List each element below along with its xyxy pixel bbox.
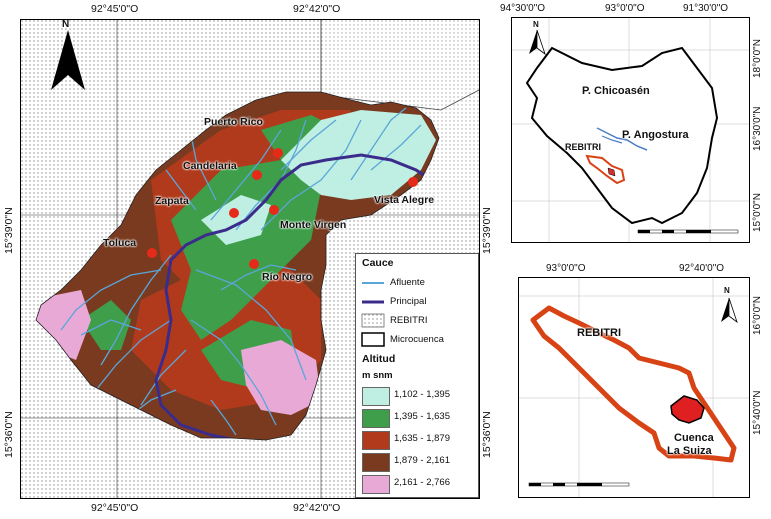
coord-right: 15°40'0"N	[752, 390, 763, 436]
label-rebitri: REBITRI	[565, 142, 601, 152]
place-label: Vista Alegre	[374, 194, 435, 206]
label-la-suiza: La Suiza	[667, 445, 712, 457]
point-candelaria	[252, 170, 262, 180]
point-vista-alegre	[408, 177, 418, 187]
place-label: Puerto Rico	[204, 116, 263, 128]
scale-bar	[637, 229, 739, 234]
legend-swatch	[362, 387, 390, 406]
label-rebitri: REBITRI	[577, 327, 621, 339]
legend-swatch	[362, 409, 390, 428]
north-label: N	[724, 286, 730, 295]
north-arrow-icon	[529, 29, 546, 56]
chiapas-outline	[525, 46, 719, 225]
point-rio-negro	[249, 259, 259, 269]
legend-altitud-title: Altitud	[362, 353, 396, 365]
scale-bar	[528, 482, 630, 487]
place-label: Zapata	[155, 195, 189, 207]
legend-class: 1,102 - 1,395	[394, 389, 450, 400]
north-label: N	[533, 20, 539, 29]
legend-swatch	[362, 453, 390, 472]
legend-class: 1,395 - 1,635	[394, 411, 450, 422]
north-arrow-icon	[51, 30, 85, 90]
coord-right: 16°0'0"N	[752, 296, 763, 335]
coord-top: 91°30'0"O	[683, 3, 729, 14]
coord-top: 92°40'0"O	[679, 263, 725, 274]
coord-top: 94°30'0"O	[500, 3, 546, 14]
legend-cauce-title: Cauce	[362, 257, 394, 269]
coord-left: 15°39'0"N	[3, 207, 15, 254]
point-toluca	[147, 248, 157, 258]
legend-principal: Principal	[390, 296, 427, 307]
legend-afluente: Afluente	[390, 277, 425, 288]
legend-swatch	[362, 475, 390, 494]
cuenca-shape	[670, 395, 705, 424]
legend-class: 1,635 - 1,879	[394, 433, 450, 444]
legend-unit: m snm	[362, 370, 393, 381]
coord-left: 15°36'0"N	[3, 411, 15, 458]
point-monte-virgen	[269, 205, 279, 215]
legend-rebitri: REBITRI	[390, 315, 428, 326]
inset-rebitri-panel: N REBITRI Cuenca La Suiza	[518, 277, 750, 498]
place-label: Toluca	[103, 237, 137, 249]
main-map-panel: N Puerto Rico Candelaria Zapata Monte Vi…	[20, 19, 480, 499]
point-zapata	[229, 208, 239, 218]
inset-chiapas-panel: N P. Chicoasén P. Angostura REBITRI	[511, 17, 750, 243]
place-label: Río Negro	[262, 271, 313, 283]
label-chicoasen: P. Chicoasén	[582, 85, 650, 97]
coord-top: 93°0'0"O	[546, 263, 586, 274]
place-label: Candelaria	[183, 160, 237, 172]
coord-top: 93°0'0"O	[605, 3, 645, 14]
north-label: N	[62, 19, 70, 30]
coord-bottom: 92°45'0"O	[91, 502, 139, 514]
coord-right: 15°0'0"N	[752, 193, 763, 232]
legend-swatch	[362, 431, 390, 450]
label-cuenca: Cuenca	[674, 432, 714, 444]
legend-class: 1,879 - 2,161	[394, 455, 450, 466]
coord-bottom: 92°42'0"O	[293, 502, 341, 514]
coord-top: 92°45'0"O	[91, 3, 139, 15]
coord-right: 15°39'0"N	[481, 207, 493, 254]
coord-right: 16°30'0"N	[752, 106, 763, 152]
legend-microcuenca: Microcuenca	[390, 334, 444, 345]
place-label: Monte Virgen	[280, 219, 347, 231]
point-puerto-rico	[273, 148, 283, 158]
principal-river	[154, 153, 432, 440]
locality-points	[147, 148, 418, 269]
microcuenca-outline	[35, 91, 440, 441]
north-arrow-icon	[721, 297, 738, 324]
legend-class: 2,161 - 2,766	[394, 477, 450, 488]
label-angostura: P. Angostura	[622, 129, 689, 141]
coord-right: 15°36'0"N	[481, 411, 493, 458]
coord-top: 92°42'0"O	[293, 3, 341, 15]
map-legend: Cauce Afluente Principal REBITRI Microcu…	[355, 253, 479, 498]
coord-right: 18°0'0"N	[752, 39, 763, 78]
rebitri-inset-shape	[585, 154, 626, 185]
